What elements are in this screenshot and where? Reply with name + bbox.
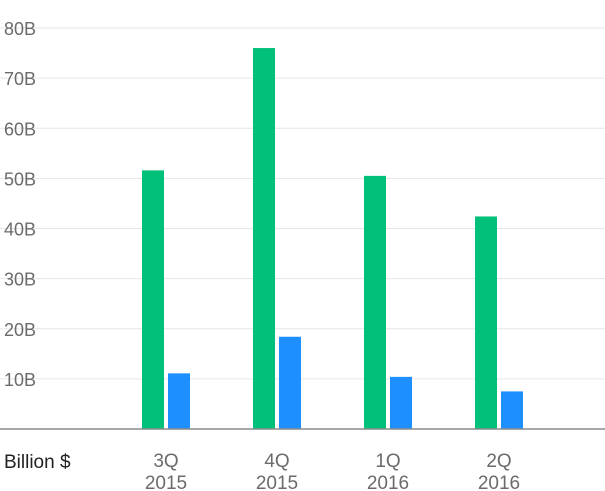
y-tick-label: 80B — [4, 19, 36, 39]
bar — [279, 336, 301, 429]
y-tick-label: 10B — [4, 370, 36, 390]
unit-label: Billion $ — [4, 452, 71, 473]
y-tick-label: 40B — [4, 220, 36, 240]
bar — [253, 48, 275, 430]
x-category-label: 4Q — [264, 451, 289, 472]
x-category-label: 3Q — [153, 451, 178, 472]
x-category-label: 2016 — [478, 473, 520, 491]
bar — [501, 391, 523, 429]
y-tick-label: 70B — [4, 69, 36, 89]
bars — [142, 48, 523, 430]
bar — [390, 376, 412, 429]
bar — [142, 170, 164, 430]
y-axis-tick-labels: 10B 20B 30B 40B 50B 60B 70B 80B — [4, 19, 36, 390]
x-category-label: 2Q — [486, 451, 511, 472]
x-category-label: 2016 — [367, 473, 409, 491]
bar — [475, 216, 497, 429]
bar — [168, 373, 190, 429]
x-category-label: 2015 — [256, 473, 298, 491]
y-tick-label: 60B — [4, 119, 36, 139]
y-tick-label: 20B — [4, 320, 36, 340]
gridlines — [0, 27, 605, 380]
x-category-label: 1Q — [375, 451, 400, 472]
x-category-label: 2015 — [145, 473, 187, 491]
y-tick-label: 50B — [4, 169, 36, 189]
y-tick-label: 30B — [4, 270, 36, 290]
bar — [364, 175, 386, 429]
